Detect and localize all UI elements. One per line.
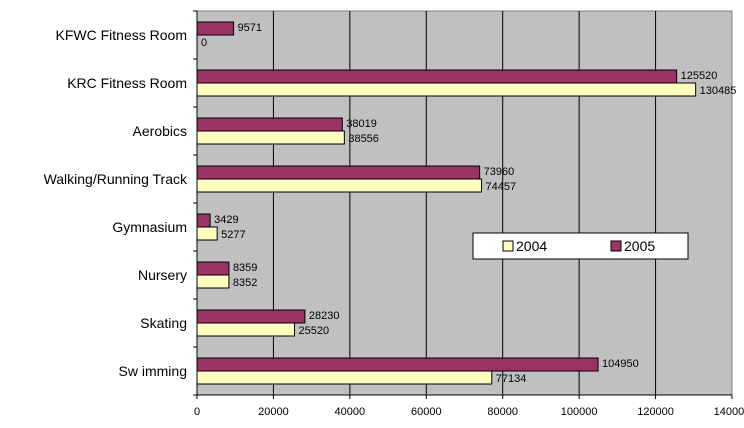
category-label: Gymnasium <box>112 219 187 235</box>
bar-2004 <box>196 178 483 193</box>
bar-2005 <box>196 261 230 276</box>
bar-2005 <box>196 165 481 180</box>
x-tick-label: 40000 <box>335 406 366 418</box>
x-tick-label: 60000 <box>411 406 442 418</box>
bar-2005 <box>196 213 211 228</box>
data-labels: 9571 0 125520 130485 38019 38556 73960 74457 342… <box>201 22 736 385</box>
data-label-2004: 5277 <box>221 229 245 241</box>
legend: 2004 2005 <box>472 232 689 260</box>
legend-swatch-2004 <box>502 240 514 252</box>
data-label-2005: 8359 <box>233 262 257 274</box>
data-label-2004: 0 <box>201 37 207 49</box>
data-label-2005: 104950 <box>602 358 639 370</box>
data-label-2005: 38019 <box>346 118 377 130</box>
x-tick-label: 100000 <box>561 406 598 418</box>
category-label: Walking/Running Track <box>44 171 188 187</box>
data-label-2004: 130485 <box>700 85 737 97</box>
legend-swatch-2005 <box>610 240 622 252</box>
bar-2004 <box>196 82 697 97</box>
category-label: Sw imming <box>119 363 187 379</box>
data-label-2005: 3429 <box>214 214 238 226</box>
bar-2005 <box>196 69 678 84</box>
data-label-2004: 8352 <box>233 277 257 289</box>
category-label: KRC Fitness Room <box>67 75 187 91</box>
data-label-2004: 25520 <box>299 325 330 337</box>
plot-area <box>196 10 733 396</box>
bar-2005 <box>196 309 306 324</box>
x-tick-label: 20000 <box>258 406 289 418</box>
data-label-2004: 38556 <box>348 133 379 145</box>
bar-2004 <box>196 322 296 337</box>
bar-2004 <box>196 130 345 145</box>
category-label: Nursery <box>138 267 187 283</box>
bar-2004 <box>196 274 230 289</box>
data-label-2004: 77134 <box>496 373 527 385</box>
x-tick-label: 80000 <box>487 406 518 418</box>
category-labels: KFWC Fitness Room KRC Fitness Room Aerobic… <box>44 27 188 379</box>
x-tick-label: 120000 <box>637 406 674 418</box>
bar-2005 <box>196 21 235 36</box>
legend-label-2004: 2004 <box>516 238 547 254</box>
data-label-2004: 74457 <box>486 181 517 193</box>
data-label-2005: 28230 <box>309 310 340 322</box>
legend-box <box>472 232 689 260</box>
bar-2005 <box>196 357 599 372</box>
bar-2004 <box>196 370 493 385</box>
category-label: Skating <box>140 315 187 331</box>
x-tick-label: 0 <box>194 406 200 418</box>
legend-label-2005: 2005 <box>624 238 655 254</box>
bar-2004 <box>196 226 218 241</box>
x-tick-label: 140000 <box>714 406 744 418</box>
x-axis-ticks: 0 20000 40000 60000 80000 100000 120000 140000 <box>193 10 744 418</box>
data-label-2005: 125520 <box>681 70 718 82</box>
bar-2005 <box>196 117 343 132</box>
data-label-2005: 9571 <box>238 22 262 34</box>
category-label: Aerobics <box>133 123 187 139</box>
data-label-2005: 73960 <box>484 166 515 178</box>
category-label: KFWC Fitness Room <box>56 27 187 43</box>
